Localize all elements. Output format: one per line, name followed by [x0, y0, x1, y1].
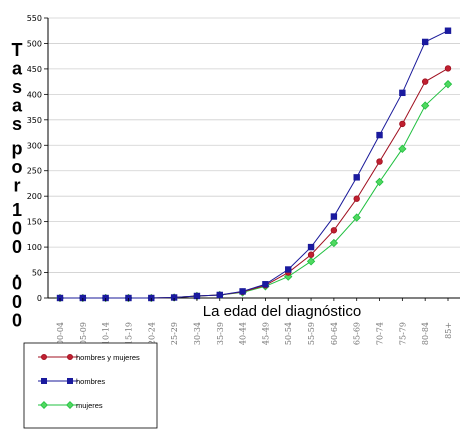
data-point	[444, 27, 452, 34]
data-point	[398, 144, 407, 154]
data-point	[307, 243, 315, 251]
data-point	[421, 38, 429, 46]
legend-label: hombres	[76, 377, 105, 386]
x-tick-label: 35-39	[216, 322, 225, 345]
y-axis-ticks: 0 50 100 150 200 250 300 350 400 450 500 550	[27, 14, 48, 303]
y-axis-label-char: 0	[12, 292, 22, 312]
x-tick-label: 70-74	[376, 322, 385, 345]
data-point	[443, 80, 453, 89]
data-point	[376, 158, 383, 165]
x-tick-label: 85+	[444, 322, 453, 339]
x-tick-label: 55-59	[307, 322, 316, 345]
legend-marker	[67, 353, 74, 360]
series-hombres-y-mujeres	[56, 65, 452, 302]
y-axis-label-char: p	[12, 139, 23, 159]
x-tick-label: 30-34	[193, 322, 202, 345]
y-tick-label: 200	[27, 192, 42, 201]
y-axis-label-char: s	[12, 114, 22, 134]
legend-label: mujeres	[76, 401, 103, 410]
legend-marker	[66, 401, 74, 409]
y-axis-label-char: 0	[12, 219, 22, 239]
legend-label: hombres y mujeres	[76, 353, 140, 362]
x-tick-label: 80-84	[421, 322, 430, 345]
y-axis-label-char: 1	[12, 200, 22, 220]
series	[55, 27, 453, 303]
x-tick-label: 40-44	[239, 322, 248, 345]
y-tick-label: 500	[27, 39, 42, 48]
y-axis-label-char: 0	[12, 311, 22, 331]
series-line	[60, 30, 449, 299]
x-tick-label: 05-09	[79, 322, 88, 345]
x-tick-label: 10-14	[102, 322, 111, 345]
data-point	[399, 120, 406, 128]
x-tick-label: 50-54	[284, 322, 293, 345]
x-tick-label: 60-64	[330, 322, 339, 345]
legend-marker	[67, 377, 74, 384]
x-tick-label: 00-04	[56, 322, 65, 345]
y-tick-label: 350	[27, 116, 42, 125]
y-axis-label-char: r	[13, 176, 20, 196]
y-tick-label: 550	[27, 14, 42, 23]
y-axis-label-char: a	[12, 96, 23, 116]
y-tick-label: 250	[27, 167, 42, 176]
y-axis-label-char: s	[12, 77, 22, 97]
x-tick-label: 45-49	[261, 322, 270, 345]
series-hombres	[56, 27, 452, 302]
series-line	[60, 67, 449, 299]
y-axis-label-char: 0	[12, 237, 22, 257]
x-tick-label: 65-69	[353, 322, 362, 345]
y-axis-label-char: T	[12, 40, 23, 60]
y-tick-label: 50	[32, 269, 42, 278]
x-tick-label: 25-29	[170, 322, 179, 345]
data-point	[444, 65, 452, 72]
data-point	[285, 266, 292, 273]
y-tick-label: 150	[27, 218, 42, 227]
y-tick-label: 450	[27, 65, 42, 74]
series-mujeres	[55, 80, 453, 303]
y-axis-label-char: a	[12, 59, 23, 79]
legend-marker	[40, 401, 48, 409]
y-tick-label: 300	[27, 141, 42, 150]
data-point	[216, 291, 223, 299]
data-point	[330, 227, 338, 234]
legend-item-mujeres[interactable]: mujeres	[38, 401, 103, 410]
y-tick-label: 0	[37, 294, 42, 303]
legend-marker	[41, 377, 48, 384]
y-axis-label-char: o	[12, 157, 23, 177]
x-axis-ticks: 00-04 05-09 10-14 15-19 20-24 25-29 30-34 35-39…	[56, 298, 453, 345]
y-tick-label: 400	[27, 90, 42, 99]
data-point	[262, 281, 269, 288]
y-tick-label: 100	[27, 243, 42, 252]
data-point	[375, 177, 384, 187]
data-point	[421, 101, 430, 110]
axes	[47, 18, 460, 299]
x-axis-label: La edad del diagnóstico	[203, 303, 361, 320]
data-point	[330, 213, 338, 220]
data-point	[376, 131, 383, 139]
data-point	[353, 174, 360, 181]
data-point	[239, 288, 246, 295]
legend-marker	[41, 353, 48, 360]
data-point	[421, 78, 429, 85]
legend[interactable]: hombres y mujeres hombres mujeres	[23, 342, 158, 429]
x-tick-label: 75-79	[398, 322, 407, 345]
legend-item-hombres-y-mujeres[interactable]: hombres y mujeres	[38, 353, 140, 362]
data-point	[352, 213, 361, 222]
data-point	[399, 89, 406, 97]
grid	[48, 17, 460, 273]
data-point	[353, 195, 360, 202]
legend-item-hombres[interactable]: hombres	[38, 377, 105, 386]
x-tick-label: 20-24	[147, 322, 156, 345]
data-point	[193, 292, 201, 300]
y-axis-label-char: .	[14, 262, 19, 282]
y-axis-label-char: 0	[12, 274, 22, 294]
data-point	[329, 238, 339, 248]
data-point	[307, 251, 315, 258]
x-tick-label: 15-19	[124, 322, 133, 345]
data-point	[306, 257, 316, 266]
